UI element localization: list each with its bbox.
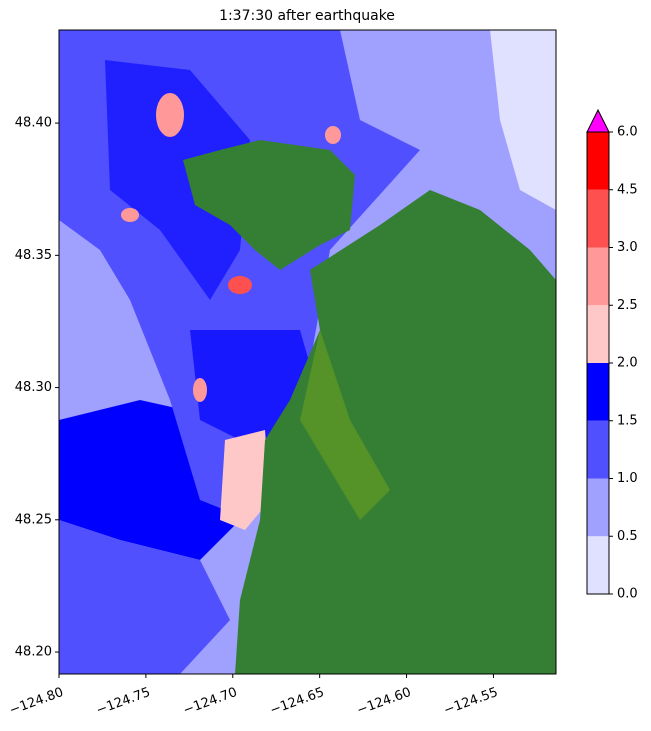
colorbar-band	[587, 363, 609, 421]
land-edge	[300, 330, 390, 520]
high-wave	[193, 378, 207, 402]
colorbar-tick-label: 3.0	[617, 240, 638, 255]
plot-frame	[58, 29, 557, 675]
x-tick-label: −124.80	[7, 685, 65, 718]
y-tick-label: 48.25	[15, 512, 52, 527]
map-area	[59, 30, 556, 674]
deep-wave	[105, 60, 250, 300]
colorbar-tick-label: 0.5	[617, 529, 638, 544]
wave	[59, 520, 230, 674]
colorbar-tick-label: 4.5	[617, 182, 638, 197]
y-tick-label: 48.40	[15, 116, 52, 131]
colorbar-tick-label: 6.0	[617, 125, 638, 140]
colorbar-band	[587, 305, 609, 363]
high-wave	[220, 430, 270, 530]
x-tick-label: −124.65	[268, 685, 326, 718]
high-wave	[228, 276, 252, 294]
land	[235, 190, 556, 674]
map-title: 1:37:30 after earthquake	[219, 8, 395, 24]
high-wave	[325, 126, 341, 144]
colorbar-tick-label: 0.0	[617, 587, 638, 602]
x-tick-label: −124.60	[355, 685, 413, 718]
colorbar-band	[587, 536, 609, 594]
colorbar-tick-label: 2.5	[617, 298, 638, 313]
colorbar-band	[587, 189, 609, 248]
colorbar-tick-label: 1.0	[617, 471, 638, 486]
colorbar-extend	[586, 108, 610, 133]
x-tick-label: −124.55	[442, 685, 500, 718]
y-tick-label: 48.35	[15, 248, 52, 263]
y-tick-label: 48.20	[15, 645, 52, 660]
x-tick-label: −124.70	[181, 685, 239, 718]
colorbar-band	[587, 420, 609, 479]
colorbar-band	[587, 132, 609, 190]
y-tick-label: 48.30	[15, 380, 52, 395]
x-tick-label: −124.75	[94, 685, 152, 718]
shallow-water	[490, 30, 556, 210]
colorbar-band	[587, 247, 609, 306]
high-wave	[156, 93, 184, 137]
high-wave	[121, 208, 139, 222]
island	[183, 140, 355, 270]
colorbar-tick-label: 2.0	[617, 356, 638, 371]
colorbar-band	[587, 478, 609, 537]
colorbar-tick-label: 1.5	[617, 413, 638, 428]
